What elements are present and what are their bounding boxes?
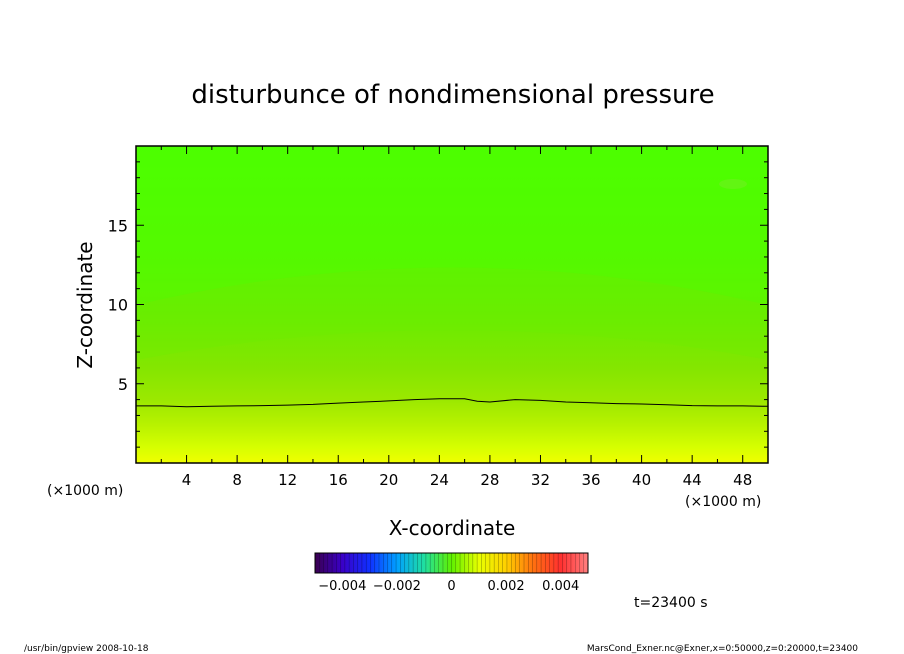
field-hump [136,146,768,305]
field-fill [136,146,768,463]
colorbar-tick-labels: −0.004 −0.002 0 0.002 0.004 [318,579,579,594]
footer-right: MarsCond_Exner.nc@Exner,x=0:50000,z=0:20… [587,644,858,654]
x-tick-label: 32 [531,471,550,489]
x-axis-label: X-coordinate [389,516,516,540]
x-tick-label: 36 [581,471,600,489]
x-tick-label: 24 [430,471,449,489]
y-tick-label: 10 [108,296,128,315]
colorbar-frame [314,552,589,574]
colorbar-tick-label: −0.004 [318,579,366,594]
x-tick-label: 20 [379,471,398,489]
x-axis-ticks: 4 8 12 16 20 24 28 32 36 40 44 48 [135,146,769,489]
colorbar-stripes [319,553,584,573]
x-tick-label: 28 [480,471,499,489]
zero-contour-line [136,398,769,408]
x-unit-left: (×1000 m) [47,483,123,499]
field-spot [719,179,747,189]
colorbar-tick-label: 0 [447,579,455,594]
colorbar-tick-label: −0.002 [373,579,421,594]
x-tick-label: 44 [683,471,702,489]
y-axis-label: Z-coordinate [73,241,97,368]
x-tick-label: 8 [232,471,242,489]
time-label: t=23400 s [634,595,708,611]
colorbar-tick-label: 0.004 [542,579,579,594]
chart-title: disturbunce of nondimensional pressure [191,80,714,110]
y-axis-ticks: 5 10 15 [108,145,768,464]
x-unit-right: (×1000 m) [685,494,761,510]
colorbar-tick-label: 0.002 [487,579,524,594]
x-tick-label: 4 [182,471,192,489]
x-tick-label: 40 [632,471,651,489]
y-tick-label: 5 [118,375,128,394]
y-tick-label: 15 [108,216,128,235]
footer-left: /usr/bin/gpview 2008-10-18 [24,644,149,654]
colorbar: −0.004 −0.002 0 0.002 0.004 [314,552,589,594]
x-tick-label: 16 [329,471,348,489]
field-hump-inner [136,267,768,360]
x-tick-label: 48 [733,471,752,489]
x-tick-label: 12 [278,471,297,489]
